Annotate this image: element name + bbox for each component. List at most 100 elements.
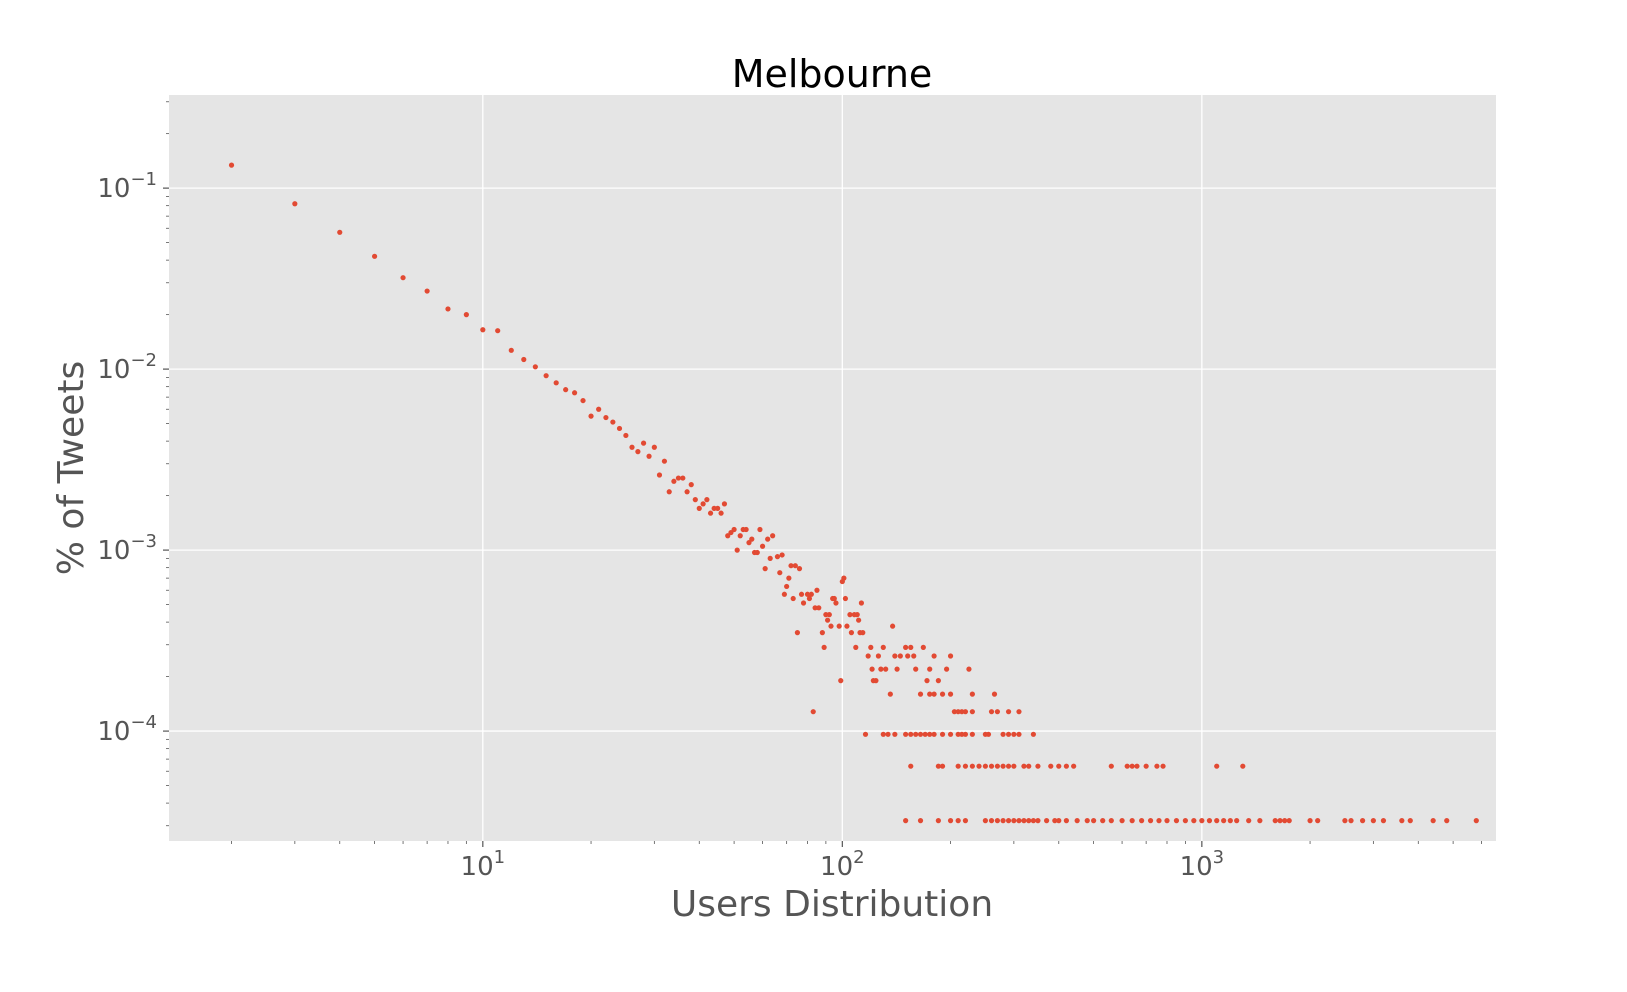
- data-point: [1359, 818, 1366, 824]
- data-point: [1124, 763, 1130, 769]
- x-tick-label: 103: [1180, 847, 1225, 882]
- data-point: [731, 526, 737, 533]
- data-point: [873, 678, 879, 684]
- data-point: [1063, 818, 1069, 824]
- data-point: [788, 563, 794, 569]
- data-point: [767, 555, 773, 561]
- data-point: [1286, 818, 1292, 824]
- data-point: [781, 591, 787, 597]
- data-point: [400, 275, 406, 281]
- data-point: [1147, 818, 1154, 824]
- data-point: [337, 229, 343, 235]
- data-point: [656, 472, 663, 478]
- data-point: [854, 612, 860, 618]
- data-point: [794, 630, 801, 636]
- data-point: [804, 591, 811, 597]
- data-point: [734, 547, 740, 553]
- data-point: [951, 709, 958, 715]
- data-point: [808, 591, 814, 597]
- data-point: [424, 288, 430, 294]
- y-tick-label: 10−1: [97, 169, 157, 204]
- data-point: [715, 505, 721, 511]
- data-point: [784, 583, 790, 590]
- data-point: [844, 623, 850, 629]
- data-point: [812, 605, 818, 611]
- grid-lines: [169, 95, 1496, 841]
- data-point: [939, 691, 946, 697]
- data-point: [765, 536, 771, 542]
- data-point: [754, 549, 760, 556]
- data-point: [908, 731, 914, 737]
- data-point: [1348, 818, 1354, 824]
- data-point: [666, 489, 672, 495]
- data-point: [1030, 731, 1036, 737]
- data-point: [847, 612, 853, 618]
- data-point: [988, 763, 995, 769]
- data-point: [770, 533, 776, 539]
- data-point: [927, 691, 933, 697]
- data-point: [856, 617, 862, 623]
- data-point: [988, 709, 995, 715]
- data-point: [962, 709, 969, 715]
- data-point: [969, 709, 975, 715]
- data-point: [1129, 818, 1135, 824]
- data-point: [721, 501, 728, 507]
- data-point: [841, 575, 847, 581]
- data-point: [1071, 763, 1077, 769]
- data-point: [903, 644, 909, 650]
- data-point: [1056, 763, 1062, 769]
- data-point: [908, 763, 914, 769]
- data-point: [1005, 818, 1012, 824]
- data-point: [1108, 763, 1114, 769]
- data-point: [927, 731, 933, 737]
- data-point: [831, 595, 837, 602]
- data-point: [858, 600, 865, 606]
- data-point: [1005, 709, 1012, 715]
- data-point: [821, 644, 827, 650]
- data-point: [1016, 731, 1022, 737]
- data-point: [553, 380, 559, 386]
- axis-ticks: 101 102 103 10−1 10−2 10−3 10−4: [97, 101, 1482, 882]
- y-tick-label: 10−3: [97, 531, 157, 566]
- data-point: [800, 600, 807, 606]
- data-point: [880, 644, 886, 650]
- data-point: [976, 763, 982, 769]
- data-point: [939, 763, 946, 769]
- data-point: [848, 630, 855, 636]
- data-point: [623, 432, 629, 439]
- data-point: [571, 390, 578, 396]
- data-point: [903, 731, 909, 737]
- data-point: [629, 444, 635, 450]
- data-point: [762, 566, 768, 572]
- data-point: [994, 709, 1001, 715]
- data-point: [1000, 731, 1006, 737]
- data-point: [790, 595, 796, 602]
- data-point: [1119, 818, 1125, 824]
- data-point: [1011, 818, 1017, 824]
- data-point: [1026, 818, 1032, 824]
- data-point: [947, 731, 954, 737]
- data-point: [819, 630, 825, 636]
- data-point: [737, 533, 743, 539]
- data-point: [920, 644, 926, 650]
- data-point: [480, 327, 486, 333]
- data-point: [922, 731, 928, 737]
- data-point: [1315, 818, 1321, 824]
- data-point: [688, 482, 694, 488]
- data-point: [939, 731, 946, 737]
- data-point: [814, 587, 820, 593]
- data-point: [913, 731, 919, 737]
- data-point: [1030, 818, 1036, 824]
- data-point: [779, 552, 785, 558]
- data-point: [1407, 818, 1413, 824]
- data-point: [1370, 818, 1376, 824]
- data-point: [868, 644, 874, 650]
- data-point: [1430, 818, 1436, 824]
- data-point: [935, 818, 941, 824]
- data-point: [969, 691, 975, 697]
- data-point: [532, 364, 538, 370]
- data-point: [955, 731, 961, 737]
- data-point: [646, 453, 652, 459]
- data-point: [1005, 763, 1012, 769]
- data-point: [1156, 818, 1162, 824]
